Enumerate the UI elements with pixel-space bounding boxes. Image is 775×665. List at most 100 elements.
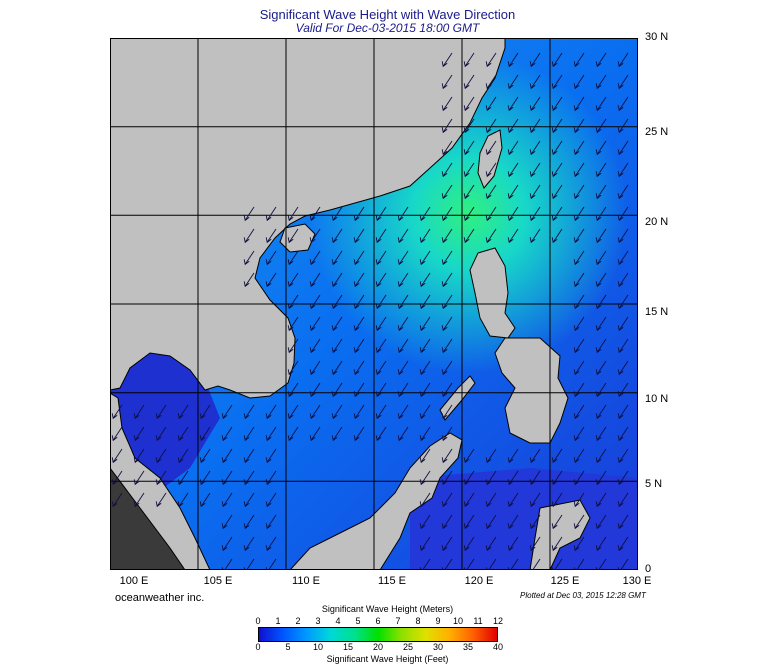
wave-arrow-head	[573, 523, 580, 530]
wave-arrow-head	[309, 391, 316, 398]
wave-arrow	[134, 426, 145, 441]
wave-arrow	[574, 536, 585, 551]
wave-arrow-head	[419, 303, 426, 310]
wave-arrow	[442, 426, 453, 441]
wave-arrow-head	[507, 83, 514, 90]
wave-arrow	[310, 272, 321, 287]
wave-arrow-head	[529, 127, 536, 134]
wave-arrow-head	[243, 237, 250, 244]
wave-arrow-head	[265, 545, 272, 552]
wave-direction-arrows	[111, 52, 629, 570]
wave-arrow-head	[397, 215, 404, 222]
wave-arrow-head	[441, 215, 448, 222]
wave-arrow	[574, 448, 585, 463]
wave-arrow-head	[551, 479, 558, 486]
wave-arrow-head	[485, 127, 492, 134]
wave-arrow	[398, 382, 409, 397]
wave-arrow-head	[617, 237, 624, 244]
wave-arrow-head	[419, 435, 426, 442]
wave-arrow-head	[485, 501, 492, 508]
wave-arrow-head	[463, 237, 470, 244]
wave-arrow-head	[309, 259, 316, 266]
wave-arrow-head	[397, 325, 404, 332]
wave-arrow-head	[309, 237, 316, 244]
wave-arrow-head	[177, 479, 184, 486]
wave-arrow-head	[573, 149, 580, 156]
wave-arrow-head	[463, 523, 470, 530]
wave-arrow	[574, 140, 585, 155]
wave-arrow-head	[617, 413, 624, 420]
wave-arrow	[574, 338, 585, 353]
wave-arrow	[554, 558, 563, 570]
wave-arrow	[354, 426, 365, 441]
wave-arrow	[442, 404, 453, 419]
wave-arrow-head	[573, 347, 580, 354]
wave-arrow	[574, 162, 585, 177]
wave-arrow-head	[595, 303, 602, 310]
wave-arrow	[112, 404, 123, 419]
wave-arrow	[596, 360, 607, 375]
wave-arrow	[442, 448, 453, 463]
wave-arrow-head	[397, 391, 404, 398]
wave-arrow-head	[617, 83, 624, 90]
wave-arrow	[574, 316, 585, 331]
wave-arrow	[354, 382, 365, 397]
wave-arrow	[618, 360, 629, 375]
wave-arrow	[508, 140, 519, 155]
wave-arrow	[266, 514, 277, 529]
wave-arrow-head	[221, 413, 228, 420]
wave-arrow	[574, 404, 585, 419]
wave-arrow-head	[309, 435, 316, 442]
wave-arrow	[574, 96, 585, 111]
wave-arrow	[464, 118, 475, 133]
wave-arrow-head	[507, 61, 514, 68]
wave-arrow-head	[199, 413, 206, 420]
wave-arrow-head	[573, 105, 580, 112]
wave-arrow	[464, 448, 475, 463]
wave-arrow	[178, 470, 189, 485]
wave-arrow	[596, 228, 607, 243]
wave-arrow-head	[507, 193, 514, 200]
wave-arrow	[486, 184, 497, 199]
wave-arrow-head	[133, 457, 140, 464]
wave-arrow	[442, 52, 453, 67]
wave-arrow-head	[485, 523, 492, 530]
wave-arrow	[200, 404, 211, 419]
wave-arrow	[618, 272, 629, 287]
wave-arrow-head	[309, 303, 316, 310]
wave-arrow-head	[287, 391, 294, 398]
wave-arrow-head	[573, 259, 580, 266]
wave-arrow-head	[507, 501, 514, 508]
wave-arrow-head	[507, 523, 514, 530]
wave-arrow	[420, 536, 431, 551]
wave-arrow-head	[265, 413, 272, 420]
wave-arrow-head	[353, 325, 360, 332]
wave-arrow	[442, 360, 453, 375]
wave-arrow-head	[243, 545, 250, 552]
wave-arrow	[442, 162, 453, 177]
wave-arrow-head	[529, 193, 536, 200]
wave-arrow-head	[529, 457, 536, 464]
lon-label-115e: 115 E	[378, 575, 406, 587]
wave-arrow-head	[529, 523, 536, 530]
wave-arrow	[464, 470, 475, 485]
wave-arrow	[618, 162, 629, 177]
wave-arrow-head	[441, 325, 448, 332]
wave-arrow	[574, 470, 585, 485]
wave-arrow	[574, 184, 585, 199]
wave-arrow	[398, 404, 409, 419]
wave-arrow	[552, 52, 563, 67]
wave-arrow-head	[441, 545, 448, 552]
wave-arrow	[420, 250, 431, 265]
wave-arrow-head	[617, 193, 624, 200]
wave-arrow	[398, 338, 409, 353]
wave-arrow-head	[441, 61, 448, 68]
wave-arrow	[266, 448, 277, 463]
wave-arrow-head	[419, 413, 426, 420]
lat-label-25n: 25 N	[645, 126, 669, 138]
wave-arrow	[376, 316, 387, 331]
wave-arrow	[288, 426, 299, 441]
wave-arrow	[442, 140, 453, 155]
wave-arrow	[398, 206, 409, 221]
wave-arrow	[574, 74, 585, 89]
